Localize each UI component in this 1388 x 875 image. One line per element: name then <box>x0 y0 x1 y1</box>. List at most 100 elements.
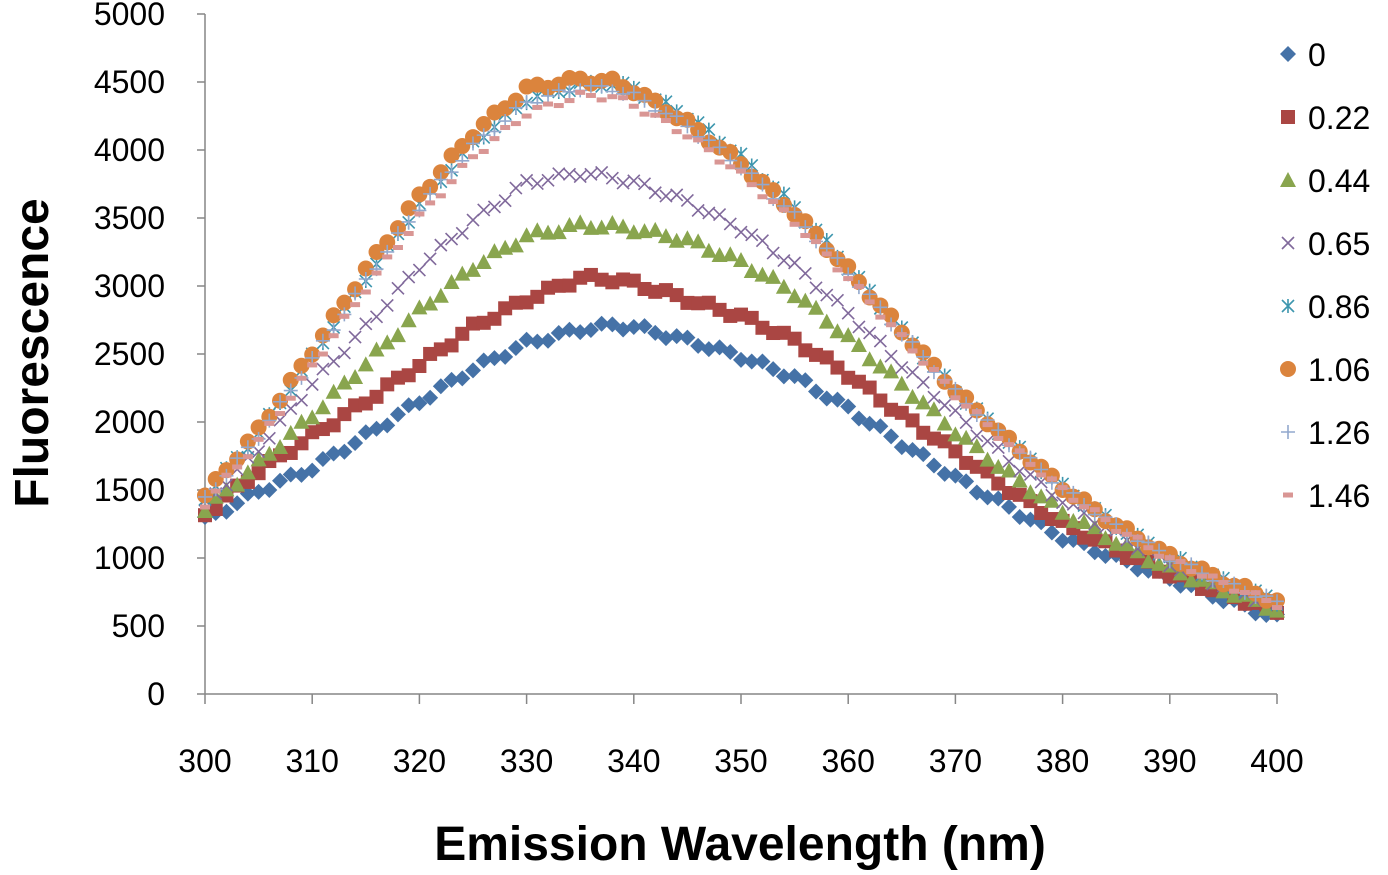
data-point <box>264 420 275 426</box>
data-point <box>991 476 1006 491</box>
data-point <box>487 311 502 326</box>
data-point <box>733 252 749 268</box>
data-point <box>500 125 511 131</box>
data-point <box>400 312 417 328</box>
data-point <box>843 276 854 282</box>
data-point <box>391 281 405 295</box>
data-point <box>928 366 939 372</box>
data-point <box>607 94 618 100</box>
data-point <box>788 256 802 270</box>
data-point <box>221 472 232 478</box>
data-point <box>316 362 330 376</box>
data-point <box>605 171 619 185</box>
x-tick-label: 360 <box>822 743 875 779</box>
data-point <box>285 395 296 401</box>
data-point <box>907 348 918 354</box>
data-point <box>400 200 417 217</box>
legend-marker-0.86 <box>1281 299 1295 313</box>
y-tick-label: 2500 <box>94 336 165 372</box>
data-point <box>862 287 877 302</box>
data-point <box>755 234 770 248</box>
data-point <box>510 121 521 127</box>
data-point <box>959 416 973 430</box>
data-point <box>947 467 964 484</box>
data-point <box>283 445 298 460</box>
data-point <box>893 375 910 391</box>
data-point <box>305 377 319 392</box>
data-point <box>1226 587 1243 603</box>
data-point <box>1129 543 1146 559</box>
data-point <box>852 320 866 334</box>
data-point <box>636 318 653 335</box>
data-point <box>797 372 814 389</box>
data-point <box>670 188 684 202</box>
data-point <box>680 119 695 134</box>
data-point <box>583 267 598 282</box>
data-point <box>455 326 470 341</box>
data-point <box>478 148 489 154</box>
data-point <box>905 334 920 349</box>
data-point <box>389 327 406 343</box>
data-point <box>282 466 299 483</box>
data-point <box>336 294 353 311</box>
data-point <box>293 413 310 429</box>
data-point <box>508 100 523 115</box>
data-point <box>348 330 362 344</box>
data-point <box>422 295 439 311</box>
data-point <box>884 402 899 417</box>
data-point <box>691 296 706 311</box>
data-point <box>1154 553 1165 559</box>
data-point <box>616 176 630 190</box>
x-tick-label: 370 <box>929 743 982 779</box>
data-point <box>273 394 288 409</box>
data-point <box>648 186 662 200</box>
data-point <box>1054 532 1071 549</box>
data-point <box>432 287 449 303</box>
data-point <box>529 222 546 238</box>
data-point <box>432 378 449 395</box>
data-point <box>477 203 491 217</box>
data-point <box>1066 485 1081 500</box>
data-point <box>307 362 318 368</box>
data-point <box>210 488 221 494</box>
data-point <box>498 194 512 208</box>
data-point <box>339 313 350 319</box>
data-point <box>261 445 278 461</box>
data-point <box>434 238 448 252</box>
data-point <box>389 406 406 423</box>
data-point <box>575 89 586 95</box>
data-point <box>980 464 995 479</box>
data-point <box>475 254 492 270</box>
data-point <box>423 252 437 266</box>
data-point <box>639 111 650 117</box>
data-point <box>476 128 491 143</box>
data-point <box>1001 498 1017 515</box>
data-point <box>1207 573 1218 579</box>
data-point <box>403 231 414 237</box>
data-point <box>800 233 811 239</box>
data-point <box>1001 429 1017 446</box>
data-point <box>250 419 267 436</box>
data-point <box>700 341 717 358</box>
data-point <box>358 271 373 286</box>
data-point <box>873 393 888 408</box>
data-point <box>582 219 599 235</box>
data-point <box>711 247 728 263</box>
data-point <box>1002 486 1016 501</box>
legend-marker-1.46 <box>1283 492 1293 498</box>
data-point <box>776 325 791 340</box>
data-point <box>830 293 845 307</box>
data-point <box>916 375 930 389</box>
data-point <box>229 476 246 492</box>
data-point <box>712 302 727 317</box>
data-point <box>626 85 641 100</box>
data-point <box>873 334 887 348</box>
data-point <box>625 224 642 240</box>
data-point <box>798 220 813 235</box>
data-point <box>864 299 875 305</box>
data-point <box>519 295 534 310</box>
series-0 <box>197 315 1285 623</box>
data-point <box>883 307 900 324</box>
data-point <box>808 299 825 315</box>
legend-label: 0.86 <box>1308 289 1370 325</box>
